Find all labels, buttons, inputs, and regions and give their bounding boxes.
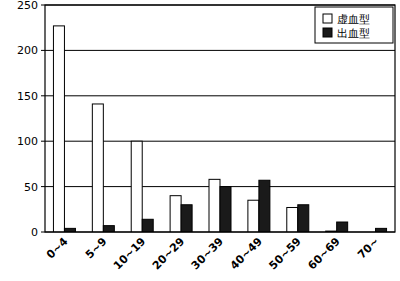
chart: 0 50 100 150 200 250 0~4 5~910~1920~2930~3940~4…	[0, 0, 400, 281]
grid-line	[45, 95, 395, 96]
legend-box	[315, 7, 393, 43]
tick-label: 200	[17, 44, 38, 57]
legend: 虚血型出血型	[315, 7, 393, 43]
bar	[220, 187, 231, 232]
legend-swatch	[323, 14, 332, 23]
category-label: 10~19	[111, 235, 148, 272]
tick-label: 0	[31, 226, 38, 239]
bar	[259, 180, 270, 232]
category-label: 0~4	[44, 235, 71, 262]
category-label: 50~59	[267, 235, 304, 272]
bars	[53, 26, 386, 232]
category-label: 40~49	[228, 235, 265, 272]
category-label: 30~39	[189, 235, 226, 272]
tick-label: 150	[17, 90, 38, 103]
bar	[170, 196, 181, 232]
bar	[248, 200, 259, 232]
bar	[181, 205, 192, 232]
bar	[131, 141, 142, 232]
legend-label: 出血型	[337, 27, 370, 40]
category-label: 60~69	[305, 235, 342, 272]
legend-label: 虚血型	[337, 13, 370, 26]
bar	[142, 219, 153, 232]
category-label: 20~29	[150, 235, 187, 272]
bar	[209, 179, 220, 232]
plot-frame	[45, 5, 395, 232]
tick-label: 50	[24, 181, 38, 194]
category-label: 5~9	[83, 235, 110, 262]
legend-swatch	[323, 28, 332, 37]
tick-label: 100	[17, 135, 38, 148]
tick-label: 250	[17, 0, 38, 12]
category-label: 70~	[355, 235, 382, 262]
bar	[92, 104, 103, 232]
bar	[287, 207, 298, 232]
bar	[53, 26, 64, 232]
grid-line	[45, 50, 395, 51]
bar	[103, 226, 114, 232]
bar	[337, 222, 348, 232]
bar	[298, 205, 309, 232]
